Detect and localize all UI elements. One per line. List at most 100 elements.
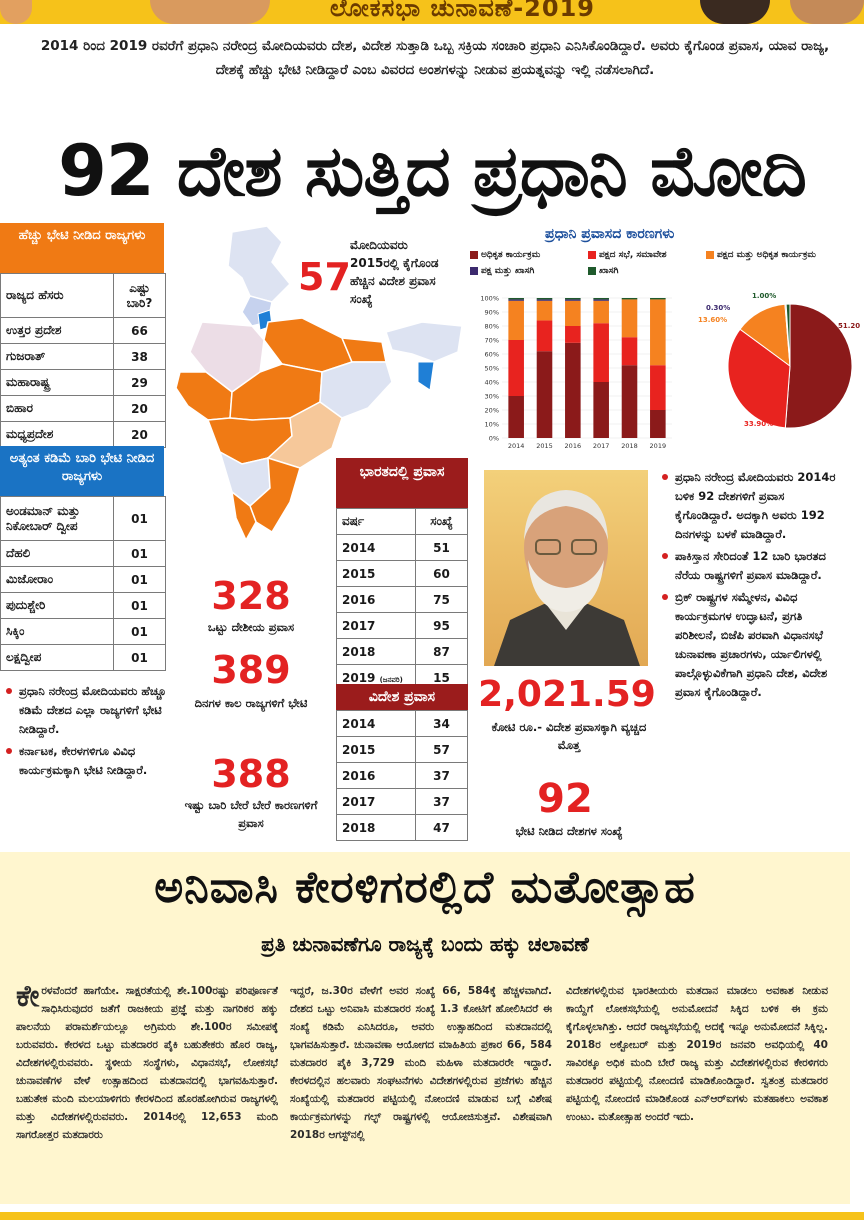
table-row: ಮಹಾರಾಷ್ಟ್ರ 29 <box>0 369 166 396</box>
portrait-collar <box>546 604 586 630</box>
bar-segment <box>593 382 609 438</box>
year-cell: 2015 <box>336 560 416 587</box>
stat-388-number: 388 <box>211 752 291 796</box>
pie-label: 1.00% <box>752 292 776 300</box>
bullet-item: ಪ್ರಧಾನಿ ನರೇಂದ್ರ ಮೋದಿಯವರು 2014ರ ಬಳಿಕ 92 ದ… <box>662 468 842 544</box>
y-tick-label: 40% <box>485 379 499 387</box>
least-visited-table: ಅಂಡಮಾನ್ ಮತ್ತು ನಿಕೋಬಾರ್ ದ್ವೀಪ 01 ದೆಹಲಿ 01 ಮ… <box>0 496 166 671</box>
count-cell: 51 <box>415 534 468 561</box>
y-tick-label: 70% <box>485 337 499 345</box>
bar-segment <box>508 340 524 396</box>
legend-label: ಪಕ್ಷದ ಮತ್ತು ಅಧಿಕೃತ ಕಾರ್ಯಕ್ರಮ <box>717 250 816 260</box>
bar-segment <box>508 300 524 340</box>
portrait-beard <box>528 560 604 612</box>
table-row: 2016 75 <box>336 586 468 613</box>
count-cell: 34 <box>415 710 468 737</box>
banner-photo-right-2 <box>790 0 864 24</box>
state-count: 01 <box>113 496 166 541</box>
table-row: ಲಕ್ಷದ್ವೀಪ 01 <box>0 644 166 671</box>
map-north-states <box>227 225 292 303</box>
banner-title: ಲೋಕಸಭಾ ಚುನಾವಣೆ-2019 <box>330 0 595 22</box>
x-tick-label: 2015 <box>536 442 553 450</box>
bar-segment <box>650 298 666 300</box>
legend-item: ಪಕ್ಷ ಮತ್ತು ಖಾಸಗಿ <box>470 266 534 276</box>
pie-slice <box>739 303 791 368</box>
bar-segment <box>565 300 581 326</box>
pie-label: 51.20% <box>838 322 860 330</box>
pie-slice <box>727 328 791 429</box>
x-tick-label: 2017 <box>593 442 610 450</box>
legend-item: ಪಕ್ಷದ ಸಭೆ, ಸಮಾವೇಶ <box>588 250 667 260</box>
foreign-travel-title: ವಿದೇಶ ಪ್ರವಾಸ <box>336 684 468 710</box>
stat-388-caption: ಇಷ್ಟು ಬಾರಿ ಬೇರೆ ಬೇರೆ ಕಾರಣಗಳಿಗೆ ಪ್ರವಾಸ <box>184 798 318 830</box>
legend-label: ಅಧಿಕೃತ ಕಾರ್ಯಕ್ರಮ <box>481 250 541 260</box>
legend-swatch <box>470 267 478 275</box>
pie-label: 13.60% <box>698 316 727 324</box>
year-cell: 2017 <box>336 788 416 815</box>
bullet-item: ಪಾಕಿಸ್ತಾನ ಸೇರಿದಂತೆ 12 ಬಾರಿ ಭಾರತದ ನೆರೆಯ ರ… <box>662 547 842 585</box>
y-tick-label: 30% <box>485 393 499 401</box>
legend-item: ಅಧಿಕೃತ ಕಾರ್ಯಕ್ರಮ <box>470 250 540 260</box>
banner-photo-right-1 <box>700 0 770 24</box>
table-row: ಪುದುಶ್ಚೇರಿ 01 <box>0 592 166 619</box>
state-count: 01 <box>113 566 166 593</box>
table-row: ಉತ್ತರ ಪ್ರದೇಶ 66 <box>0 317 166 344</box>
table-header-row: ವರ್ಷ ಸಂಖ್ಯೆ <box>336 508 468 535</box>
pie-label: 33.90% <box>744 420 773 428</box>
portrait-body <box>494 604 640 666</box>
table-row: ಮಧ್ಯಪ್ರದೇಶ 20 <box>0 421 166 448</box>
count-cell: 75 <box>415 586 468 613</box>
y-tick-label: 60% <box>485 351 499 359</box>
x-tick-label: 2016 <box>565 442 582 450</box>
bar-segment <box>508 299 524 301</box>
legend-swatch <box>588 267 596 275</box>
state-count: 38 <box>113 343 166 370</box>
cost-caption: ಕೋಟಿ ರೂ.- ವಿದೇಶ ಪ್ರವಾಸಕ್ಕಾಗಿ ವ್ಯಚ್ಚದ ಮೊತ… <box>491 720 647 752</box>
count-cell: 60 <box>415 560 468 587</box>
pie-label: 0.30% <box>706 304 730 312</box>
count-cell: 57 <box>415 736 468 763</box>
intro-paragraph: 2014 ರಿಂದ 2019 ರವರೆಗೆ ಪ್ರಧಾನಿ ನರೇಂದ್ರ ಮೋ… <box>40 38 830 78</box>
page-headline: 92 ದೇಶ ಸುತ್ತಿದ ಪ್ರಧಾನಿ ಮೋದಿ <box>58 130 807 212</box>
bar-segment <box>565 326 581 343</box>
state-count: 01 <box>113 592 166 619</box>
most-visited-title: ಹೆಚ್ಚು ಭೇಟಿ ನೀಡಿದ ರಾಜ್ಯಗಳು <box>0 223 164 273</box>
table-row: ಬಿಹಾರ 20 <box>0 395 166 422</box>
state-name: ಮಿಜೋರಾಂ <box>0 566 114 593</box>
y-tick-label: 80% <box>485 323 499 331</box>
col-count-header: ಸಂಖ್ಯೆ <box>415 508 468 535</box>
col-year-header: ವರ್ಷ <box>336 508 416 535</box>
state-count: 66 <box>113 317 166 344</box>
y-tick-label: 10% <box>485 421 499 429</box>
news-column-1-text: ರಳವೆಂದರೆ ಹಾಗೆಯೇ. ಸಾಕ್ಷರತೆಯಲ್ಲಿ ಶೇ.100ರಷ್… <box>16 985 278 1141</box>
portrait-illustration <box>494 490 640 666</box>
bar-segment <box>593 300 609 324</box>
count-cell: 95 <box>415 612 468 639</box>
left-bullets: ಪ್ರಧಾನಿ ನರೇಂದ್ರ ಮೋದಿಯವರು ಹೆಚ್ಚೂ ಕಡಿಮೆ ದೇ… <box>6 682 171 783</box>
chart-title: ಪ್ರಧಾನಿ ಪ್ರವಾಸದ ಕಾರಣಗಳು <box>545 226 675 242</box>
y-tick-label: 0% <box>489 435 499 443</box>
table-row: 2015 57 <box>336 736 468 763</box>
state-name: ಲಕ್ಷದ್ವೀಪ <box>0 644 114 671</box>
state-count: 20 <box>113 421 166 448</box>
bullet-item: ಕರ್ನಾಟಕ, ಕೇರಳಗಳಿಗೂ ವಿವಿಧ ಕಾರ್ಯಕ್ರಮಕ್ಕಾಗಿ… <box>6 742 171 780</box>
stat-57-caption: ಮೋದಿಯವರು 2015ರಲ್ಲಿ ಕೈಗೊಂಡ ಹೆಚ್ಚಿನ ವಿದೇಶ … <box>350 238 439 306</box>
most-visited-table: ರಾಜ್ಯದ ಹೆಸರು ಎಷ್ಟು ಬಾರಿ? ಉತ್ತರ ಪ್ರದೇಶ 66 … <box>0 273 166 448</box>
map-kerala <box>230 490 257 542</box>
least-visited-title: ಅತ್ಯಂತ ಕಡಿಮೆ ಬಾರಿ ಭೇಟಿ ನೀಡಿದ ರಾಜ್ಯಗಳು <box>0 446 164 496</box>
india-travel-table: ವರ್ಷ ಸಂಖ್ಯೆ 2014 51 2015 60 2016 75 2017 95 2… <box>336 508 468 691</box>
stat-328-number: 328 <box>211 574 291 618</box>
bar-segment <box>593 298 609 300</box>
table-row: 2018 47 <box>336 814 468 841</box>
stat-328-caption: ಒಟ್ಟು ದೇಶೀಯ ಪ್ರವಾಸ <box>207 620 295 634</box>
state-count: 01 <box>113 618 166 645</box>
state-name: ಗುಜರಾತ್ <box>0 343 114 370</box>
bullet-item: ಪ್ರಧಾನಿ ನರೇಂದ್ರ ಮೋದಿಯವರು ಹೆಚ್ಚೂ ಕಡಿಮೆ ದೇ… <box>6 682 171 739</box>
table-row: ಗುಜರಾತ್ 38 <box>0 343 166 370</box>
bar-segment <box>621 365 638 438</box>
state-name: ಮಧ್ಯಪ್ರದೇಶ <box>0 421 114 448</box>
map-north-east <box>385 321 463 363</box>
bar-segment <box>536 300 553 321</box>
table-row: ಅಂಡಮಾನ್ ಮತ್ತು ನಿಕೋಬಾರ್ ದ್ವೀಪ 01 <box>0 496 166 541</box>
news-column-3: ವಿದೇಶಗಳಲ್ಲಿರುವ ಭಾರತೀಯರು ಮತದಾನ ಮಾಡಲು ಅವಕಾ… <box>566 985 828 1123</box>
